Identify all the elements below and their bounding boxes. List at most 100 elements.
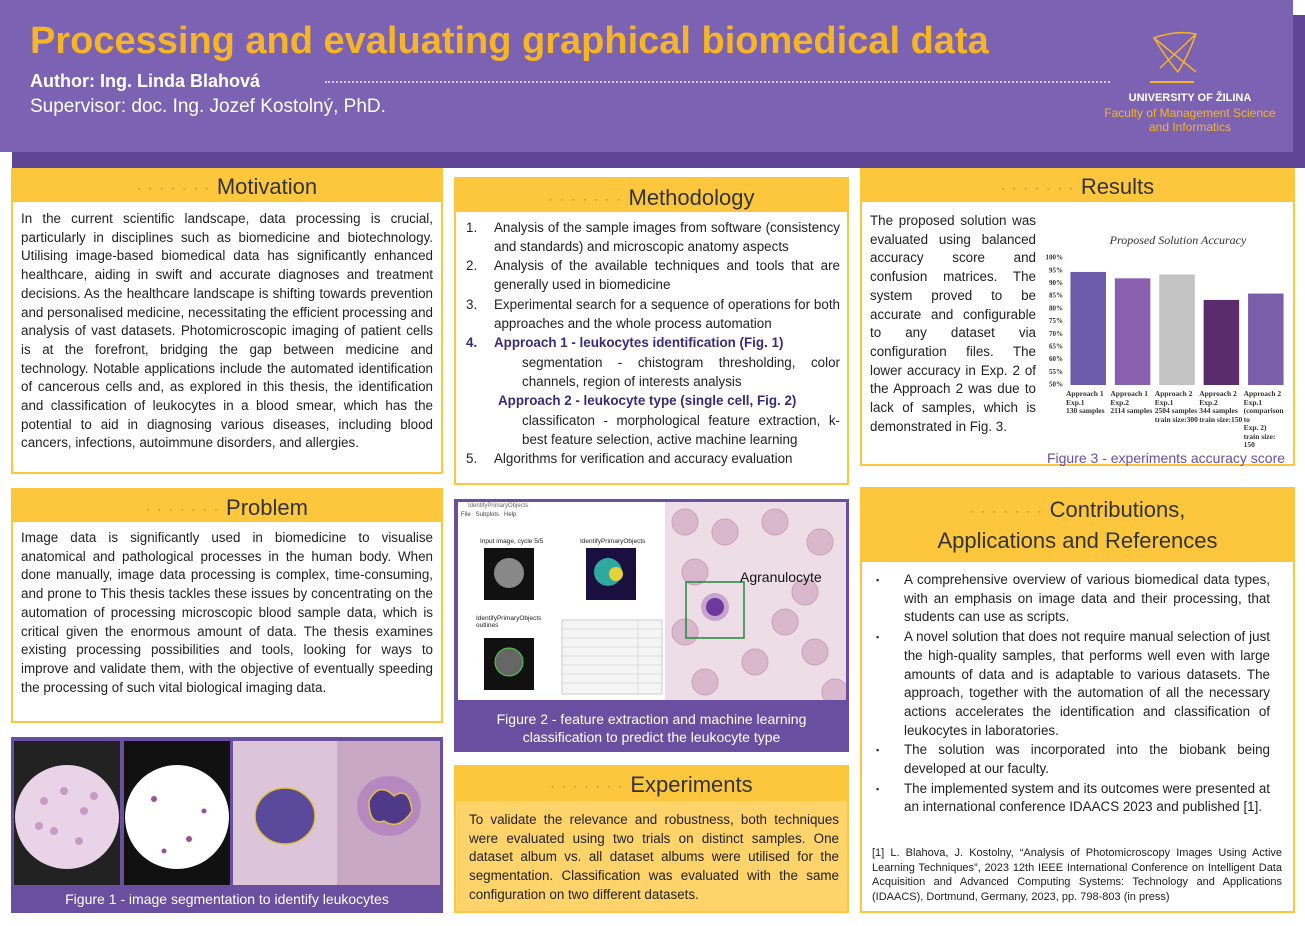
section-title: Motivation [216, 174, 318, 199]
window-title: IdentifyPrimaryObjects [468, 503, 529, 509]
section-title: Applications and References [937, 528, 1218, 554]
university: UNIVERSITY OF ŽILINA [1128, 92, 1252, 104]
section-title: Contributions, [1049, 497, 1186, 522]
logo-line [1150, 81, 1194, 83]
section-header: · · · · · · · Experiments [456, 767, 847, 801]
paragraph: To validate the relevance and robustness… [469, 812, 839, 902]
caption: Figure 2 - feature extraction and machin… [496, 711, 807, 727]
bar [1159, 274, 1195, 385]
faculty: Faculty of Management Science [1104, 106, 1276, 120]
bullet-text: The solution was incorporated into the b… [904, 742, 1270, 777]
item-text: Algorithms for verification and accuracy… [494, 451, 793, 467]
annotation: Agranulocyte [740, 569, 822, 585]
item-title: Approach 1 - leukocytes identification (… [494, 335, 784, 351]
author: Author: Ing. Linda Blahová [30, 71, 260, 91]
header [0, 0, 1293, 152]
item-text: classificaton - morphological feature ex… [522, 413, 840, 447]
bullet-text: A novel solution that does not require m… [904, 629, 1270, 738]
list-item: 5. Algorithms for verification and accura… [460, 450, 840, 469]
section-header: · · · · · · · Problem [13, 490, 441, 522]
experiments-box: · · · · · · · Experiments To validate the… [454, 765, 849, 913]
bar [1203, 299, 1240, 385]
y-tick-label: 70% [1049, 330, 1063, 338]
x-tick-label: Approach 1 Exp.1 130 samples [1066, 389, 1105, 415]
y-tick-label: 75% [1049, 317, 1063, 325]
reference: [1] L. Blahova, J. Kostolny, “Analysis o… [872, 847, 1282, 903]
y-tick-label: 65% [1049, 343, 1063, 351]
y-tick-label: 80% [1049, 304, 1063, 312]
y-tick-label: 90% [1049, 279, 1063, 287]
paragraph: The proposed solution was evaluated usin… [870, 213, 1036, 434]
caption: Figure 1 - image segmentation to identif… [65, 891, 389, 907]
section-title-line: · · · · · · · Contributions, [969, 497, 1186, 522]
x-tick-label: Approach 2 Exp.1 (comparison to Exp. 2) … [1243, 389, 1284, 449]
list-item: 4. Approach 1 - leukocytes identification… [460, 334, 840, 353]
list-item: 2. Analysis of the available techniques a… [460, 257, 840, 294]
plot-title: IdentifyPrimaryObjects [580, 538, 646, 545]
caption: Figure 3 - experiments accuracy score [1046, 450, 1286, 466]
methodology-box: · · · · · · · Methodology 1. Analysis of t… [454, 177, 849, 485]
caption: classification to predict the leukocyte … [522, 729, 781, 745]
paragraph: Image data is significantly used in biom… [21, 530, 433, 695]
section-title: Problem [226, 495, 308, 520]
section-title: Experiments [630, 772, 753, 797]
chart-svg: Proposed Solution Accuracy 50% 55% 60% 65% 7… [1046, 233, 1284, 389]
list-item: Approach 2 - leukocyte type (single cell… [460, 392, 840, 411]
software-window: IdentifyPrimaryObjects File Subplots Hel… [458, 502, 665, 700]
item-title: Approach 2 - leukocyte type (single cell… [498, 393, 797, 409]
section-title: Methodology [628, 185, 755, 210]
section-header: · · · · · · · Motivation [13, 170, 441, 202]
item-number: 1. [466, 220, 478, 235]
micrograph [665, 502, 846, 700]
figure-1: Figure 1 - image segmentation to identif… [11, 737, 443, 913]
faculty: and Informatics [1148, 120, 1232, 134]
motivation-box: · · · · · · · Motivation In the current s… [11, 168, 443, 474]
y-tick-label: 100% [1046, 254, 1064, 262]
section-title: Results [1080, 174, 1155, 199]
list-item: 1. Analysis of the sample images from sof… [460, 219, 840, 256]
bar [1070, 271, 1106, 385]
item-number: 2. [466, 258, 478, 274]
y-tick-label: 85% [1049, 292, 1063, 300]
list-item: 3. Experimental search for a sequence of … [460, 296, 840, 333]
x-tick-label: Approach 2 Exp.2 344 samples train size:… [1199, 389, 1243, 424]
item-text: segmentation - chistogram thresholding, … [522, 354, 840, 389]
supervisor: Supervisor: doc. Ing. Jozef Kostolný, Ph… [30, 96, 386, 117]
title: Processing and evaluating graphical biom… [30, 20, 989, 62]
chart: Proposed Solution Accuracy 50% 55% 60% 65% 7… [1038, 225, 1290, 449]
list: 1. Analysis of the sample images from sof… [460, 219, 840, 485]
bar [1248, 293, 1284, 385]
item-number: 4. [466, 335, 478, 351]
problem-box: · · · · · · · Problem Image data is signi… [11, 488, 443, 723]
y-tick-label: 55% [1049, 368, 1063, 376]
bar [1114, 278, 1151, 385]
dotted-line [325, 81, 1110, 83]
bullet: ▪ The solution was incorporated into the … [876, 742, 1270, 777]
item-number: 5. [466, 451, 478, 467]
logo [1152, 31, 1198, 74]
contributions-box: · · · · · · · Contributions, Applications… [860, 487, 1295, 913]
chart-title: Proposed Solution Accuracy [1109, 233, 1247, 247]
item-text: Analysis of the sample images from softw… [494, 220, 840, 254]
y-tick-label: 50% [1049, 381, 1063, 389]
figure-2: IdentifyPrimaryObjects File Subplots Hel… [454, 499, 849, 752]
bullet: ▪ A novel solution that does not require … [876, 629, 1270, 738]
x-tick-label: Approach 1 Exp.2 2114 samples [1110, 389, 1153, 415]
bullet-list: ▪ A comprehensive overview of various bio… [870, 571, 1270, 821]
plot-title: Input image, cycle 5/5 [480, 538, 544, 545]
bullet-text: The implemented system and its outcomes … [904, 780, 1270, 815]
menu: File Subplots Help [461, 512, 517, 518]
plot-title: IdentifyPrimaryObjects outlines [476, 615, 542, 629]
item-number: 3. [466, 296, 478, 312]
item-text: Experimental search for a sequence of op… [494, 296, 840, 331]
section-header: · · · · · · · Contributions, Applications… [862, 489, 1293, 562]
list-item-detail: segmentation - chistogram thresholding, … [460, 354, 840, 391]
x-tick-label: Approach 2 Exp.1 2504 samples train size… [1154, 389, 1198, 424]
bullet: ▪ A comprehensive overview of various bio… [876, 572, 1270, 625]
y-tick-label: 95% [1049, 266, 1063, 274]
item-text: Analysis of the available techniques and… [494, 258, 840, 293]
bullet-text: A comprehensive overview of various biom… [904, 572, 1270, 625]
bullet: ▪ The implemented system and its outcomes… [876, 780, 1270, 815]
section-header: · · · · · · · Methodology [456, 179, 847, 212]
